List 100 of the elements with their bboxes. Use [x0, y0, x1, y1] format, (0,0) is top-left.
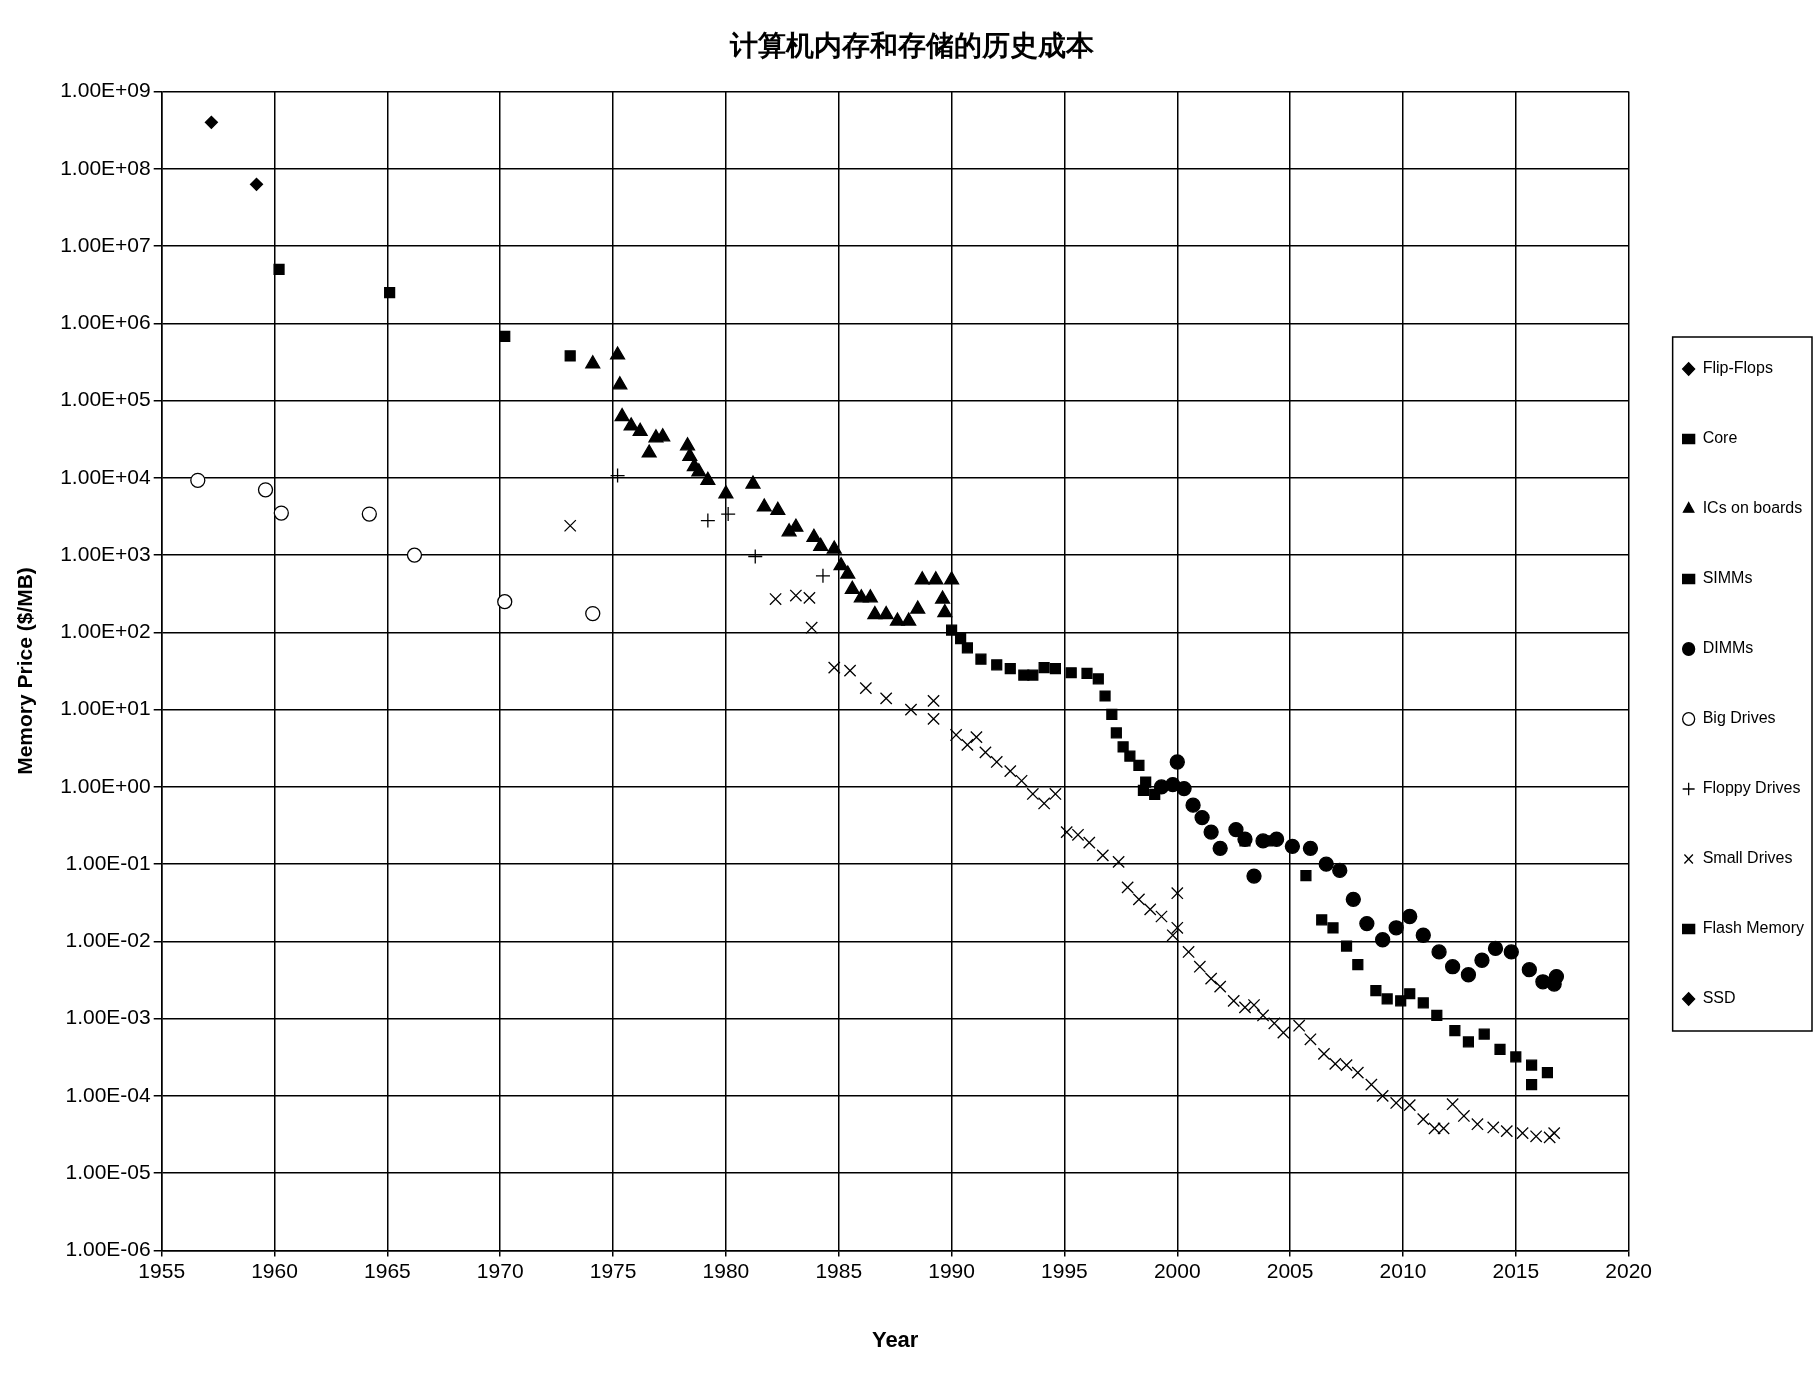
y-tick-label: 1.00E+00	[60, 773, 151, 797]
y-tick-label: 1.00E+05	[60, 387, 151, 411]
point	[1332, 862, 1348, 879]
point	[1237, 831, 1253, 847]
y-tick-label: 1.00E-04	[65, 1082, 152, 1106]
point	[361, 506, 377, 522]
point	[1478, 1028, 1490, 1040]
point	[840, 565, 856, 579]
point	[1133, 759, 1145, 771]
y-tick-label: 1.00E+03	[60, 541, 151, 565]
y-tick-label: 1.00E+09	[60, 78, 151, 102]
point	[1327, 922, 1339, 934]
point	[1359, 915, 1375, 932]
point	[1149, 788, 1161, 800]
point	[1415, 927, 1431, 943]
point	[190, 472, 206, 488]
point	[833, 557, 849, 571]
point	[623, 417, 639, 431]
y-tick-label: 1.00E+07	[60, 232, 151, 256]
point	[1510, 1051, 1522, 1063]
point	[655, 428, 671, 442]
point	[1548, 968, 1565, 985]
point	[844, 580, 860, 595]
point	[700, 471, 716, 485]
point	[1255, 833, 1271, 849]
y-tick-label: 1.00E-02	[65, 928, 151, 952]
x-tick-label: 1985	[815, 1258, 863, 1282]
point	[745, 475, 761, 489]
point	[815, 568, 831, 584]
point	[1194, 809, 1210, 826]
point	[961, 642, 973, 654]
point	[1081, 667, 1093, 679]
point	[878, 605, 894, 620]
point	[1099, 690, 1111, 702]
point	[813, 537, 829, 551]
point	[691, 463, 707, 477]
point	[1431, 1009, 1443, 1022]
point	[406, 547, 423, 563]
point	[1316, 914, 1328, 926]
point	[1345, 891, 1361, 908]
point	[497, 593, 513, 610]
x-tick-label: 2020	[1605, 1258, 1653, 1282]
point	[1417, 997, 1429, 1009]
y-tick-label: 1.00E+08	[60, 155, 151, 179]
point	[1375, 932, 1391, 948]
y-tick-label: 1.00E+04	[60, 464, 152, 488]
x-axis-title: Year	[871, 1326, 919, 1352]
point	[1381, 993, 1393, 1005]
point	[204, 115, 218, 129]
x-tick-label: 1995	[1041, 1258, 1088, 1282]
point	[1038, 662, 1050, 674]
point	[901, 612, 917, 626]
point	[1140, 776, 1152, 788]
point	[1352, 959, 1364, 971]
point	[928, 571, 944, 585]
point	[975, 653, 987, 665]
point	[612, 376, 628, 390]
point	[610, 346, 626, 360]
point	[1503, 944, 1519, 960]
point	[1284, 838, 1301, 854]
point	[720, 506, 736, 522]
point	[1106, 708, 1118, 720]
x-tick-label: 1955	[138, 1258, 186, 1282]
point	[747, 548, 763, 565]
point	[1117, 741, 1129, 753]
point	[1004, 662, 1016, 675]
point	[1212, 840, 1228, 857]
point	[679, 437, 696, 451]
point	[946, 624, 958, 636]
x-tick-label: 2005	[1266, 1258, 1314, 1282]
point	[1169, 754, 1185, 770]
point	[585, 355, 601, 369]
legend-label: Flip-Flops	[1702, 359, 1773, 377]
y-tick-label: 1.00E-06	[65, 1237, 151, 1261]
point	[991, 659, 1003, 671]
point	[1526, 1059, 1538, 1071]
point	[1494, 1043, 1506, 1055]
point	[273, 505, 289, 521]
x-tick-label: 1990	[928, 1258, 975, 1282]
point	[273, 263, 285, 275]
legend-label: Small Drives	[1702, 849, 1793, 867]
point	[1049, 662, 1062, 675]
legend-label: DIMMs	[1702, 639, 1754, 657]
point	[1300, 870, 1312, 882]
point	[826, 540, 842, 554]
point	[1302, 840, 1319, 857]
point	[1092, 673, 1104, 685]
x-tick-label: 1965	[364, 1258, 411, 1282]
point	[1402, 908, 1418, 925]
point	[700, 512, 716, 529]
x-tick-label: 1980	[702, 1258, 750, 1282]
x-tick-label: 1970	[476, 1258, 524, 1282]
point	[910, 600, 926, 614]
point	[614, 408, 630, 422]
legend-label: SSD	[1702, 989, 1736, 1007]
y-tick-label: 1.00E-03	[65, 1005, 151, 1029]
point	[1460, 967, 1477, 983]
point	[1431, 944, 1447, 960]
y-tick-label: 1.00E-05	[65, 1159, 151, 1183]
legend-label: Floppy Drives	[1702, 779, 1801, 797]
